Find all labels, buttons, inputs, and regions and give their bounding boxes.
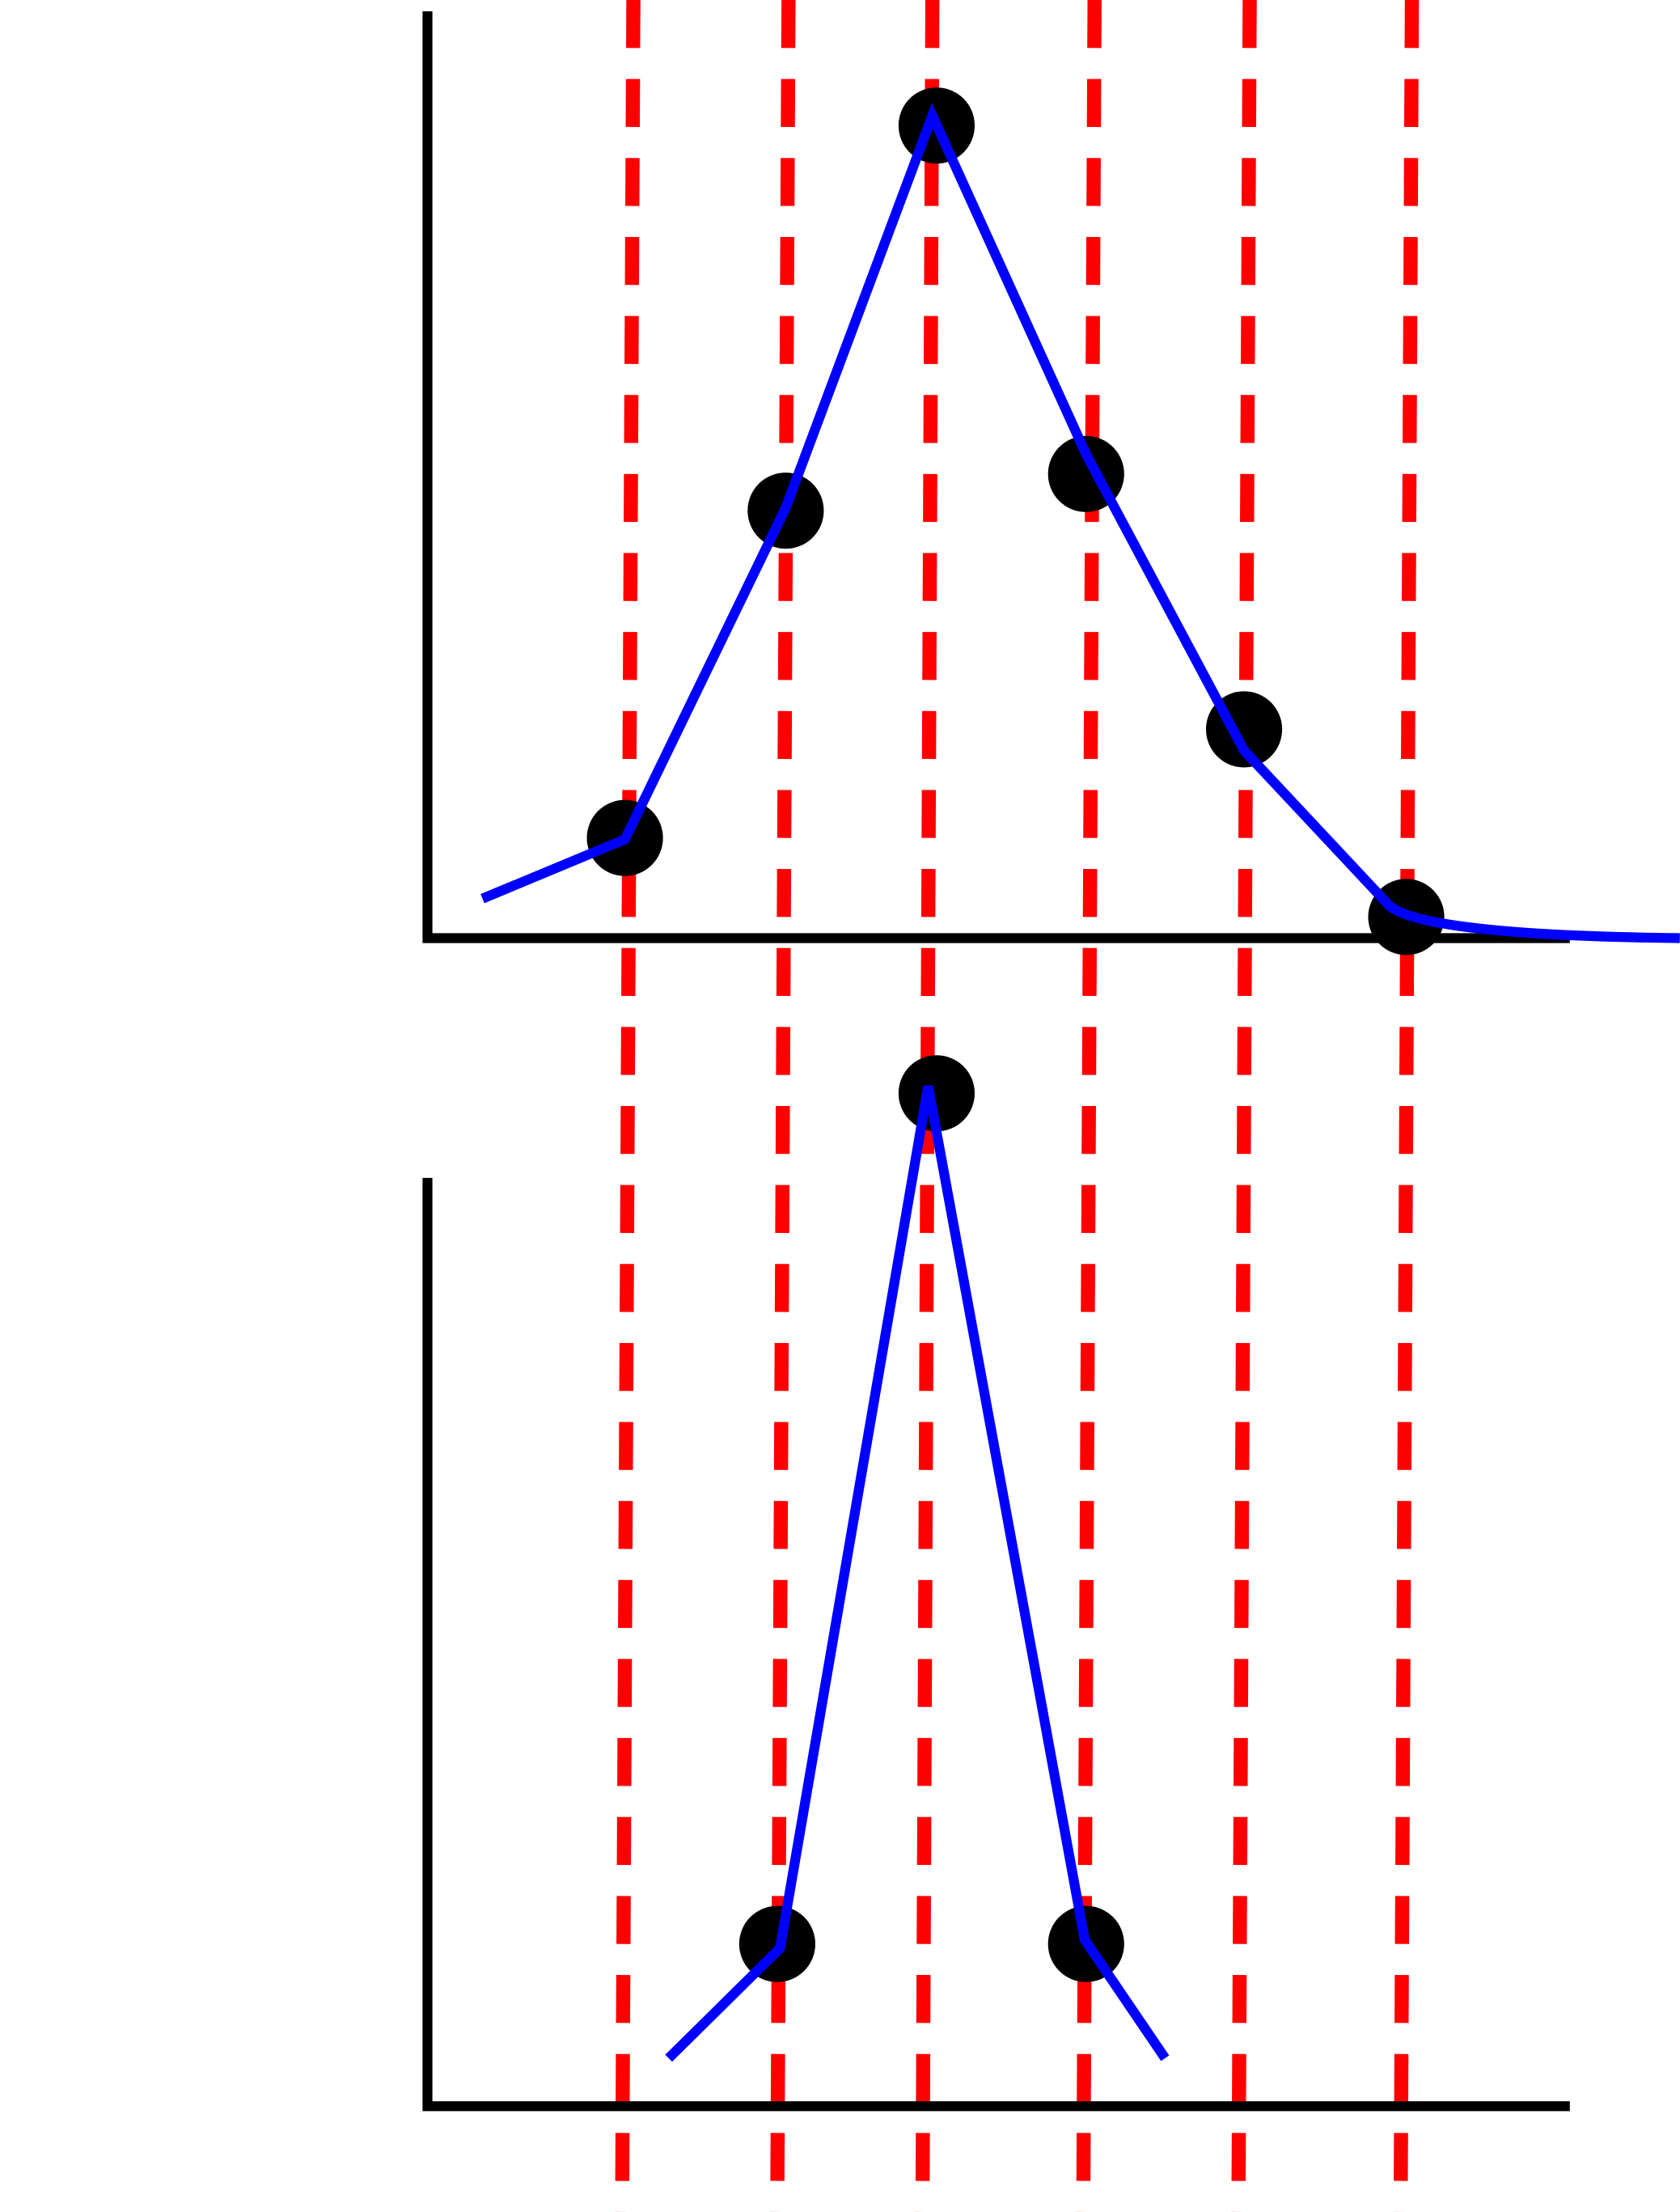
axes [422, 1177, 1570, 2112]
bottom-panel [422, 1055, 1570, 2112]
point [898, 1055, 975, 1132]
guide-line [770, 0, 796, 2212]
fit-curve [665, 1085, 1170, 2062]
guide-line [1076, 0, 1102, 2212]
guide-line [615, 0, 641, 2212]
guide-line [1393, 0, 1420, 2212]
fit-curve [480, 103, 1680, 943]
dashed-guides [615, 0, 1420, 2212]
axes [422, 11, 1570, 943]
points [738, 1055, 1124, 1982]
guide-line [1231, 0, 1257, 2212]
top-panel [422, 11, 1680, 956]
